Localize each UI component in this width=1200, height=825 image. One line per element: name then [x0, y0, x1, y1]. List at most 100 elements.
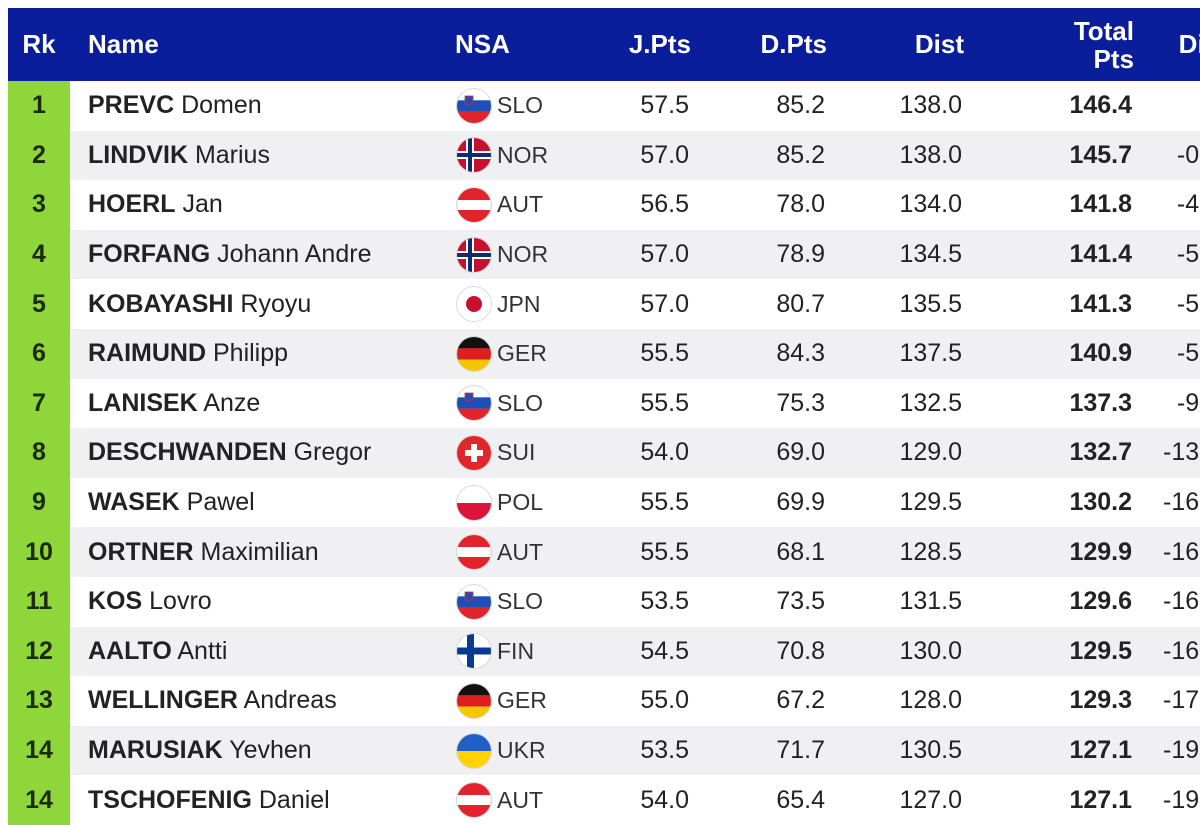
japan-flag-icon: [457, 287, 491, 322]
athlete-name-cell[interactable]: LANISEK Anze: [70, 389, 453, 418]
germany-flag-icon: [457, 336, 491, 371]
athlete-given-name: Jan: [182, 190, 223, 219]
nsa-code: UKR: [497, 737, 546, 764]
rank-cell: 13: [8, 676, 70, 726]
athlete-name-cell[interactable]: TSCHOFENIG Daniel: [70, 786, 453, 815]
athlete-name-cell[interactable]: MARUSIAK Yevhen: [70, 736, 453, 765]
distance-points-cell: 85.2: [776, 91, 825, 120]
total-points-cell: 141.8: [1069, 190, 1132, 219]
jump-points-cell: 53.5: [640, 587, 689, 616]
table-row[interactable]: 1 PREVC Domen SLO 57.5 85.2 138.0 146.4: [8, 81, 1200, 131]
rank-cell: 6: [8, 328, 70, 379]
header-diff[interactable]: Diff: [1178, 29, 1200, 59]
distance-points-cell: 69.0: [776, 438, 825, 467]
diff-cell: -4.6: [1176, 190, 1200, 219]
nsa-code: GER: [497, 687, 547, 714]
nsa-code: SLO: [497, 389, 544, 416]
athlete-given-name: Philipp: [213, 339, 289, 368]
austria-flag-icon: [457, 187, 491, 222]
athlete-name-cell[interactable]: FORFANG Johann Andre: [70, 240, 453, 269]
ukraine-flag-icon: [457, 733, 491, 768]
nsa-cell: UKR: [453, 733, 593, 768]
jump-points-cell: 56.5: [640, 190, 689, 219]
table-body: 1 PREVC Domen SLO 57.5 85.2 138.0 146.4 2 LINDVI…: [8, 81, 1200, 825]
rank-cell: 8: [8, 428, 70, 478]
athlete-surname: WASEK: [88, 488, 180, 517]
table-row[interactable]: 8 DESCHWANDEN Gregor SUI 54.0 69.0 129.0 132.7…: [8, 428, 1200, 478]
athlete-name-cell[interactable]: DESCHWANDEN Gregor: [70, 438, 453, 467]
distance-points-cell: 75.3: [776, 388, 825, 417]
nsa-cell: NOR: [453, 138, 593, 173]
nsa-code: AUT: [497, 191, 543, 218]
athlete-surname: TSCHOFENIG: [88, 785, 252, 814]
nsa-cell: GER: [453, 683, 593, 718]
nsa-code: AUT: [497, 786, 543, 813]
athlete-surname: KOBAYASHI: [88, 289, 234, 318]
table-row[interactable]: 10 ORTNER Maximilian AUT 55.5 68.1 128.5 129.9…: [8, 527, 1200, 577]
athlete-name-cell[interactable]: ORTNER Maximilian: [70, 538, 453, 567]
norway-flag-icon: [457, 237, 491, 272]
athlete-surname: ORTNER: [88, 537, 194, 566]
athlete-name-cell[interactable]: WASEK Pawel: [70, 488, 453, 517]
athlete-name-cell[interactable]: RAIMUND Philipp: [70, 339, 453, 368]
athlete-given-name: Antti: [177, 636, 228, 665]
rank-cell: 2: [8, 130, 70, 181]
jump-points-cell: 54.0: [640, 438, 689, 467]
diff-cell: -16.9: [1163, 636, 1200, 665]
slovenia-flag-icon: [457, 386, 491, 421]
total-points-cell: 127.1: [1069, 736, 1132, 765]
nsa-cell: JPN: [453, 287, 593, 322]
jump-points-cell: 57.5: [640, 91, 689, 120]
athlete-name-cell[interactable]: AALTO Antti: [70, 637, 453, 666]
rank-cell: 7: [8, 378, 70, 429]
diff-cell: -5.1: [1176, 289, 1200, 318]
header-jump-points[interactable]: J.Pts: [628, 29, 691, 59]
distance-cell: 134.0: [899, 190, 962, 219]
distance-cell: 130.0: [899, 636, 962, 665]
rank-cell: 11: [8, 576, 70, 627]
distance-points-cell: 68.1: [776, 537, 825, 566]
distance-points-cell: 80.7: [776, 289, 825, 318]
athlete-name-cell[interactable]: KOS Lovro: [70, 587, 453, 616]
nsa-code: AUT: [497, 538, 543, 565]
header-distance-points[interactable]: D.Pts: [760, 29, 827, 59]
header-total-points[interactable]: Total Pts: [964, 17, 1134, 73]
athlete-surname: MARUSIAK: [88, 736, 223, 765]
athlete-name-cell[interactable]: LINDVIK Marius: [70, 141, 453, 170]
distance-cell: 128.0: [899, 686, 962, 715]
jump-points-cell: 54.5: [640, 636, 689, 665]
athlete-name-cell[interactable]: PREVC Domen: [70, 91, 453, 120]
header-nsa[interactable]: NSA: [455, 29, 510, 59]
distance-points-cell: 78.9: [776, 240, 825, 269]
table-row[interactable]: 4 FORFANG Johann Andre NOR 57.0 78.9 134.5 141…: [8, 229, 1200, 280]
athlete-name-cell[interactable]: WELLINGER Andreas: [70, 686, 453, 715]
athlete-given-name: Domen: [181, 91, 262, 120]
table-row[interactable]: 14 TSCHOFENIG Daniel AUT 54.0 65.4 127.0 127.1…: [8, 775, 1200, 825]
jump-points-cell: 55.5: [640, 488, 689, 517]
athlete-name-cell[interactable]: KOBAYASHI Ryoyu: [70, 290, 453, 319]
diff-cell: -16.2: [1163, 488, 1200, 517]
distance-points-cell: 67.2: [776, 686, 825, 715]
athlete-given-name: Andreas: [243, 686, 337, 715]
header-distance[interactable]: Dist: [914, 29, 964, 59]
austria-flag-icon: [457, 535, 491, 570]
total-points-cell: 141.3: [1069, 289, 1132, 318]
table-row[interactable]: 14 MARUSIAK Yevhen UKR 53.5 71.7 130.5 127.1 -1…: [8, 725, 1200, 776]
athlete-name-cell[interactable]: HOERL Jan: [70, 190, 453, 219]
header-total-line1: Total: [1073, 15, 1134, 46]
finland-flag-icon: [457, 634, 491, 669]
table-row[interactable]: 13 WELLINGER Andreas GER 55.0 67.2 128.0 129.3…: [8, 676, 1200, 726]
total-points-cell: 129.6: [1069, 587, 1132, 616]
header-name[interactable]: Name: [88, 29, 159, 59]
jump-points-cell: 55.0: [640, 686, 689, 715]
athlete-given-name: Daniel: [258, 785, 330, 814]
header-rank[interactable]: Rk: [22, 29, 56, 59]
